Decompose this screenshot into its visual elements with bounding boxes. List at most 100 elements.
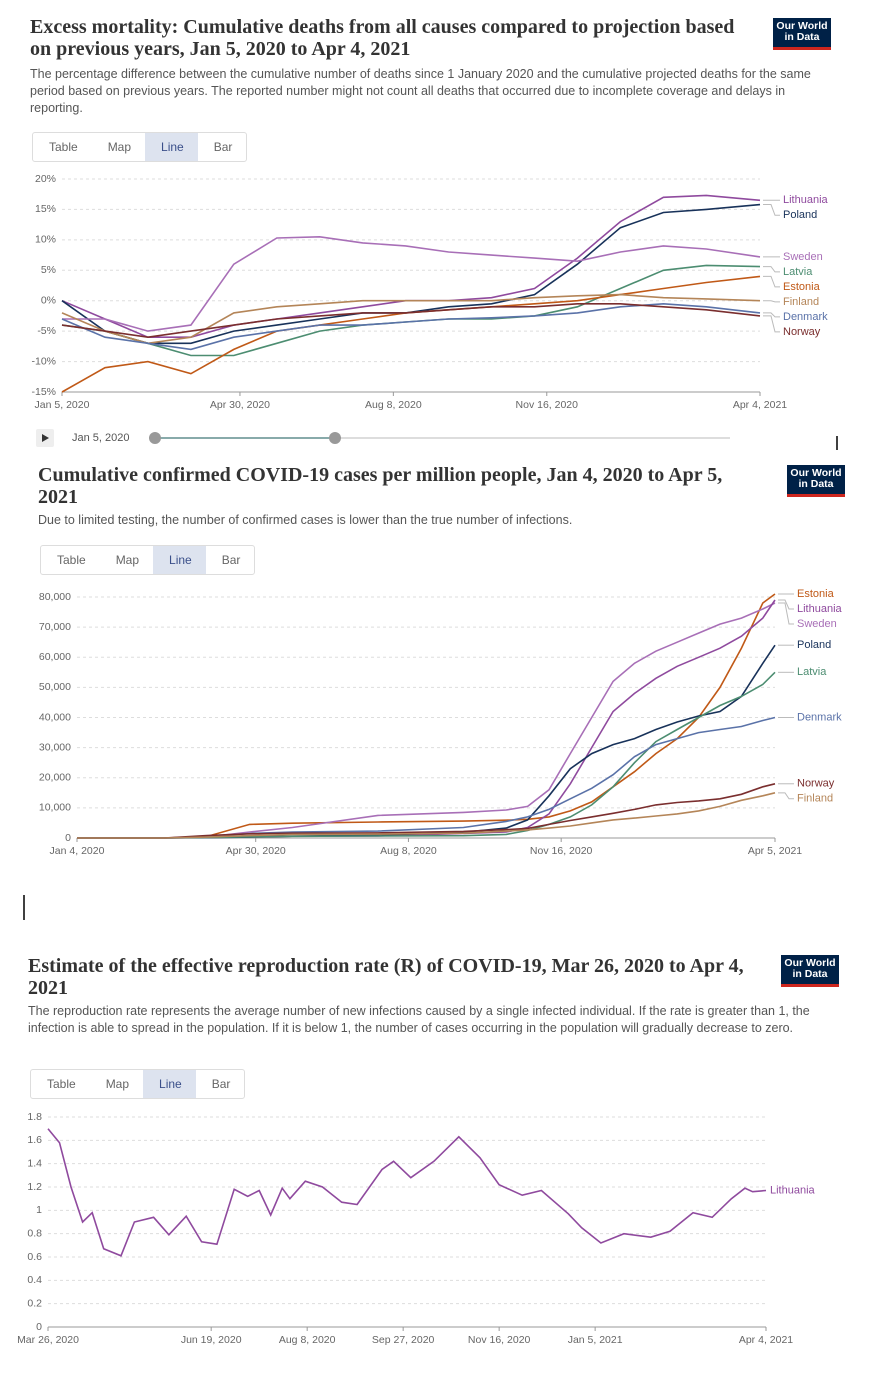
x-tick-label: Apr 30, 2020 <box>210 399 270 411</box>
x-tick-label: Jan 5, 2020 <box>35 399 90 411</box>
tab[interactable]: Map <box>115 553 140 567</box>
series-line <box>77 671 776 839</box>
chart-subtitle: The reproduction rate represents the ave… <box>28 1004 810 1035</box>
series-line <box>77 602 776 839</box>
legend-label: Latvia <box>797 666 827 678</box>
x-tick-label: Aug 8, 2020 <box>279 1334 336 1346</box>
legend-connector <box>763 266 780 273</box>
legend-connector <box>763 275 780 288</box>
tab[interactable]: Table <box>47 1077 76 1091</box>
y-tick-label: 20% <box>35 173 56 185</box>
legend-label: Denmark <box>797 711 842 723</box>
y-tick-label: 15% <box>35 203 56 215</box>
series-line <box>77 593 776 839</box>
legend-label: Lithuania <box>770 1184 816 1196</box>
tab[interactable]: Bar <box>211 1077 231 1091</box>
series-line <box>77 792 776 839</box>
legend-label: Finland <box>797 793 833 805</box>
series-line <box>47 1128 767 1257</box>
logo[interactable]: Our World in Data <box>773 18 831 50</box>
y-tick-label: 80,000 <box>39 591 71 603</box>
y-tick-label: 1.6 <box>27 1134 42 1146</box>
y-tick-label: -10% <box>31 355 56 367</box>
tab[interactable]: Line <box>145 133 198 161</box>
series-line <box>61 303 761 339</box>
legend-label: Norway <box>783 326 821 338</box>
legend-label: Sweden <box>797 618 837 630</box>
legend-connector <box>763 300 780 303</box>
tab[interactable]: Line <box>143 1070 196 1098</box>
logo-text: in Data <box>798 478 834 490</box>
y-tick-label: 20,000 <box>39 772 71 784</box>
y-tick-label: 70,000 <box>39 621 71 633</box>
x-tick-label: Aug 8, 2020 <box>380 845 437 857</box>
timeline-handle[interactable] <box>329 432 341 444</box>
chart-title: Estimate of the effective reproduction r… <box>28 955 744 999</box>
tab-bar: Table Map Line Bar <box>32 132 248 162</box>
y-tick-label: 50,000 <box>39 681 71 693</box>
x-tick-label: Aug 8, 2020 <box>365 399 422 411</box>
y-tick-label: 0.6 <box>27 1251 42 1263</box>
series-line <box>77 644 776 839</box>
tab[interactable]: Map <box>107 140 132 154</box>
tab[interactable]: Bar <box>213 140 233 154</box>
tab[interactable]: Table <box>49 140 78 154</box>
legend-label: Estonia <box>797 588 835 600</box>
legend-label: Estonia <box>783 281 821 293</box>
series-line <box>77 783 776 839</box>
legend-label: Lithuania <box>797 603 843 615</box>
x-tick-label: Sep 27, 2020 <box>372 1334 435 1346</box>
play-icon <box>42 434 49 442</box>
tab[interactable]: Line <box>153 546 206 574</box>
y-tick-label: 0% <box>41 294 56 306</box>
timeline-handle[interactable] <box>149 432 161 444</box>
chart-title: Cumulative confirmed COVID-19 cases per … <box>38 464 723 508</box>
legend-connector <box>763 315 780 333</box>
timeline-label: Jan 5, 2020 <box>72 432 130 444</box>
y-tick-label: 1.8 <box>27 1111 42 1123</box>
y-tick-label: 1.2 <box>27 1181 42 1193</box>
legend-label: Sweden <box>783 251 823 263</box>
legend-label: Poland <box>797 639 831 651</box>
y-tick-label: 1 <box>36 1204 42 1216</box>
logo-text: in Data <box>792 968 828 980</box>
y-tick-label: -5% <box>37 325 56 337</box>
legend-label: Lithuania <box>783 194 829 206</box>
series-line <box>77 599 776 839</box>
y-tick-label: 60,000 <box>39 651 71 663</box>
y-tick-label: 0.2 <box>27 1297 42 1309</box>
series-line <box>62 235 761 332</box>
tab-bar: Table Map Line Bar <box>30 1069 246 1099</box>
x-tick-label: Mar 26, 2020 <box>17 1334 79 1346</box>
legend-connector <box>763 312 780 318</box>
legend-label: Latvia <box>783 266 813 278</box>
x-tick-label: Jan 5, 2021 <box>568 1334 623 1346</box>
legend-connector <box>763 204 780 216</box>
legend-connector <box>778 599 794 610</box>
x-tick-label: Apr 4, 2021 <box>733 399 787 411</box>
tab[interactable]: Map <box>105 1077 130 1091</box>
logo-text: Our World <box>790 467 842 479</box>
logo[interactable]: Our World in Data <box>787 465 845 497</box>
x-tick-label: Nov 16, 2020 <box>468 1334 531 1346</box>
y-tick-label: 10% <box>35 234 56 246</box>
logo-text: Our World <box>776 20 828 32</box>
chart-subtitle: The percentage difference between the cu… <box>30 67 811 115</box>
legend-label: Norway <box>797 778 835 790</box>
series-line <box>61 293 761 345</box>
logo[interactable]: Our World in Data <box>781 955 839 987</box>
series-line <box>61 264 761 357</box>
legend-label: Poland <box>783 209 817 221</box>
tab[interactable]: Bar <box>221 553 241 567</box>
logo-text: in Data <box>784 31 820 43</box>
legend-connector <box>778 792 794 800</box>
tab[interactable]: Table <box>57 553 86 567</box>
y-tick-label: 0.4 <box>27 1274 42 1286</box>
y-tick-label: 40,000 <box>39 711 71 723</box>
logo-text: Our World <box>784 957 836 969</box>
x-tick-label: Jun 19, 2020 <box>181 1334 242 1346</box>
tab-bar: Table Map Line Bar <box>40 545 256 575</box>
legend-label: Finland <box>783 296 819 308</box>
